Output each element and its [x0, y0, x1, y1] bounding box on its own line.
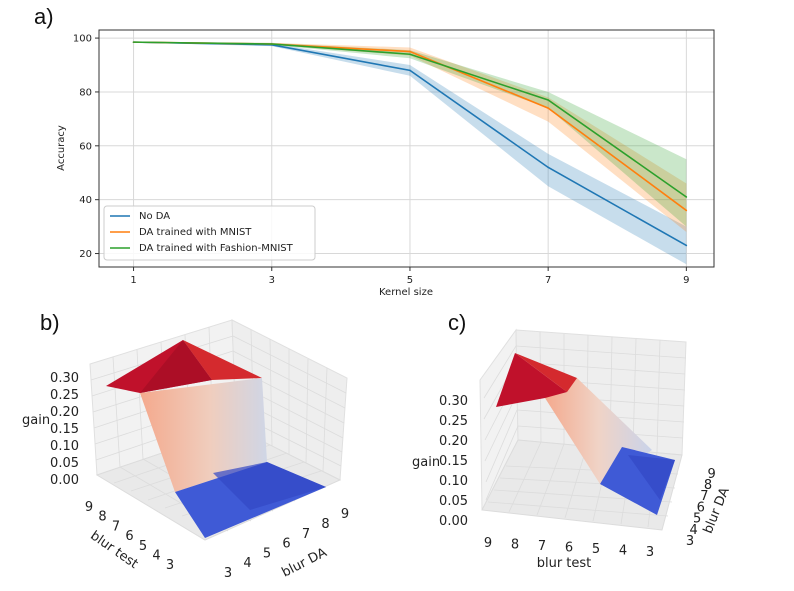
x-tick-label: 9: [683, 275, 689, 286]
surface-peak-left: [496, 353, 567, 407]
blur-test-tick-label: 3: [646, 545, 654, 560]
z-tick-label: 0.15: [50, 422, 79, 437]
surface-peak-right: [183, 340, 262, 380]
blur-test-tick-label: 3: [166, 558, 174, 573]
z-tick-label: 0.10: [50, 439, 79, 454]
x-tick-label: 1: [130, 275, 136, 286]
blur-da-tick-label: 8: [321, 517, 329, 532]
x-tick-label: 7: [545, 275, 551, 286]
surface-peak-right: [515, 353, 577, 392]
blur-test-tick-label: 7: [112, 519, 120, 534]
blur-test-tick-label: 4: [152, 549, 160, 564]
blur-da-tick-label: 7: [700, 489, 708, 504]
surface-slope: [140, 378, 267, 492]
legend: No DA DA trained with MNIST DA trained w…: [103, 205, 316, 261]
z-tick-label: 0.15: [439, 454, 468, 469]
legend-box: [103, 205, 316, 261]
z-tick-label: 0.00: [50, 473, 79, 488]
blur-test-tick-label: 8: [98, 510, 106, 525]
y-tick-label: 60: [79, 141, 92, 152]
confidence-band-mnist: [133, 41, 687, 232]
z-tick-label: 0.25: [50, 388, 79, 403]
blur-da-tick-label: 5: [693, 512, 701, 527]
x-axis-label-c: blur test: [537, 556, 592, 571]
panel-label-c: c): [448, 310, 466, 335]
z-tick-label: 0.30: [50, 371, 79, 386]
x-tick-label: 5: [407, 275, 413, 286]
x-tick-label: 3: [269, 275, 275, 286]
blur-test-tick-label: 5: [139, 539, 147, 554]
blur-test-tick-label: 9: [85, 500, 93, 515]
y-tick-label: 100: [73, 34, 92, 45]
line-chart-accuracy: 1 3 5 7 9 20 40 60 80 100 Kernel size Accuracy N…: [56, 29, 715, 298]
data-point-no_da: [547, 166, 549, 169]
blur-test-tick-label: 6: [565, 541, 573, 556]
data-point-mnist: [685, 209, 688, 212]
y-tick-label: 40: [79, 195, 92, 206]
z-tick-label: 0.25: [439, 414, 468, 429]
data-point-mnist: [409, 50, 411, 53]
blur-da-tick-label: 6: [697, 500, 705, 515]
data-point-no_da: [685, 244, 688, 247]
blur-da-tick-label: 4: [689, 523, 697, 538]
blur-test-tick-label: 6: [125, 529, 133, 544]
legend-label-mnist: DA trained with MNIST: [139, 227, 252, 238]
blur-test-tick-label: 5: [592, 542, 600, 557]
data-point-fashion: [409, 53, 411, 56]
blur-da-tick-label: 3: [224, 566, 232, 581]
surface-chart-b: 0.000.050.100.150.200.250.30 gain 987654…: [22, 319, 349, 581]
data-point-no_da: [409, 69, 411, 72]
data-point-fashion: [547, 99, 549, 101]
z-axis-label-c: gain: [412, 455, 440, 470]
z-tick-label: 0.20: [439, 434, 468, 449]
z-tick-label: 0.05: [439, 494, 468, 509]
y-axis-label: Accuracy: [56, 125, 67, 171]
z-tick-label: 0.20: [50, 405, 79, 420]
plot-frame: [98, 29, 715, 268]
blur-da-tick-label: 4: [243, 556, 251, 571]
legend-label-fashion: DA trained with Fashion-MNIST: [139, 243, 294, 254]
panel-label-b: b): [40, 310, 60, 335]
legend-label-no-da: No DA: [139, 211, 170, 222]
panel-label-a: a): [34, 4, 54, 29]
blur-da-tick-label: 6: [282, 537, 290, 552]
data-point-fashion: [685, 196, 688, 198]
z-tick-label: 0.30: [439, 394, 468, 409]
z-tick-label: 0.05: [50, 456, 79, 471]
blur-da-tick-label: 7: [302, 527, 310, 542]
y-tick-label: 20: [79, 249, 92, 260]
blur-test-tick-label: 4: [619, 544, 627, 559]
data-point-fashion: [270, 43, 273, 45]
blur-da-tick-label: 5: [263, 546, 271, 561]
blur-test-tick-label: 9: [484, 536, 492, 551]
blur-da-tick-label: 8: [704, 478, 712, 493]
surface-low-shade: [213, 462, 326, 510]
blur-da-tick-label: 9: [341, 507, 349, 522]
y-tick-label: 80: [79, 87, 92, 98]
surface-peak-shadow: [140, 340, 212, 393]
z-tick-label: 0.10: [439, 474, 468, 489]
blur-da-tick-label: 9: [707, 467, 715, 482]
data-point-mnist: [547, 107, 549, 109]
data-point-fashion: [132, 41, 135, 43]
x-axis-label: Kernel size: [379, 287, 433, 298]
surface-low-shade: [628, 455, 675, 500]
blur-test-tick-label: 8: [511, 538, 519, 553]
blur-da-tick-label: 3: [686, 534, 694, 549]
blur-test-tick-label: 7: [538, 539, 546, 554]
z-tick-label: 0.00: [439, 514, 468, 529]
z-axis-label-b: gain: [22, 413, 50, 428]
